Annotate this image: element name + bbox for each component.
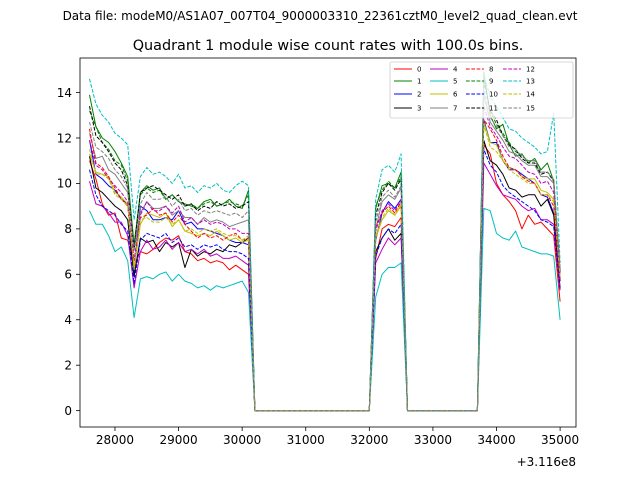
series-line-8 <box>89 119 561 412</box>
x-tick-label: 31000 <box>287 433 325 447</box>
series-line-13 <box>89 73 561 412</box>
y-tick-label: 14 <box>57 86 72 100</box>
x-tick-label: 35000 <box>541 433 579 447</box>
legend-label-14: 14 <box>526 91 535 99</box>
legend-label-0: 0 <box>417 66 421 74</box>
legend-label-13: 13 <box>526 78 535 86</box>
series-line-9 <box>89 76 561 412</box>
series-line-15 <box>89 89 561 412</box>
plot-area <box>80 58 576 427</box>
legend-frame <box>389 61 574 119</box>
plot-frame <box>79 57 577 428</box>
y-axis-ticks: 0 2 4 6 8 10 12 14 <box>57 86 80 418</box>
x-tick-label: 32000 <box>350 433 388 447</box>
x-tick-label: 30000 <box>223 433 261 447</box>
x-axis-ticks: 28000 29000 30000 31000 32000 33000 34000 35000 <box>96 427 579 447</box>
legend-label-4: 4 <box>453 66 458 74</box>
x-tick-label: 28000 <box>96 433 134 447</box>
figure-suptitle: Data file: modeM0/AS1A07_007T04_90000033… <box>63 9 578 23</box>
series-line-12 <box>89 105 561 412</box>
x-offset-label: +3.116e8 <box>517 455 576 469</box>
legend-label-11: 11 <box>489 105 498 113</box>
legend-label-5: 5 <box>453 78 457 86</box>
series-line-14 <box>89 123 561 412</box>
chart-title: Quadrant 1 module wise count rates with … <box>133 38 524 54</box>
x-tick-label: 29000 <box>159 433 197 447</box>
series-line-7 <box>89 94 561 412</box>
y-tick-label: 4 <box>64 313 72 327</box>
legend-label-7: 7 <box>453 105 457 113</box>
series-layer <box>89 71 561 412</box>
y-tick-label: 10 <box>57 177 72 191</box>
series-line-10 <box>89 148 561 412</box>
legend-label-10: 10 <box>489 91 498 99</box>
y-tick-label: 8 <box>64 222 72 236</box>
series-line-5 <box>89 207 561 412</box>
x-tick-label: 34000 <box>477 433 515 447</box>
legend-label-8: 8 <box>489 66 493 74</box>
legend-label-2: 2 <box>417 91 421 99</box>
y-tick-label: 2 <box>64 358 72 372</box>
series-line-11 <box>89 80 561 412</box>
series-line-4 <box>89 162 561 412</box>
legend-label-9: 9 <box>489 78 493 86</box>
x-tick-label: 33000 <box>414 433 452 447</box>
y-tick-label: 12 <box>57 131 72 145</box>
y-tick-label: 0 <box>64 404 72 418</box>
legend-label-15: 15 <box>526 105 535 113</box>
y-tick-label: 6 <box>64 268 72 282</box>
legend-label-3: 3 <box>417 105 421 113</box>
legend-label-12: 12 <box>526 66 535 74</box>
legend-label-1: 1 <box>417 78 421 86</box>
series-line-0 <box>89 144 561 412</box>
legend-label-6: 6 <box>453 91 458 99</box>
